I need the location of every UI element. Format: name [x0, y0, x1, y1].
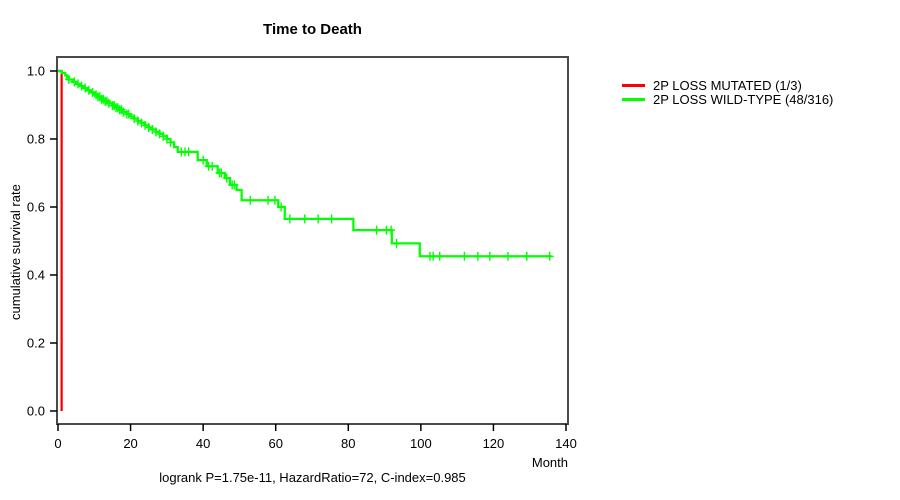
legend-item-wildtype: 2P LOSS WILD-TYPE (48/316)	[622, 91, 834, 107]
y-tick-label: 0.2	[27, 336, 45, 351]
y-tick-label: 0.4	[27, 268, 45, 283]
legend-line-swatch-wildtype	[622, 97, 645, 101]
x-tick-label: 120	[483, 436, 505, 451]
survival-curve-mutated	[58, 69, 63, 411]
censor-marks-wild-type	[64, 75, 554, 261]
plot-frame	[56, 56, 569, 425]
chart-title: Time to Death	[263, 21, 362, 38]
y-tick-label: 0.0	[27, 404, 45, 419]
legend: 2P LOSS MUTATED (1/3) 2P LOSS WILD-TYPE …	[622, 77, 834, 107]
x-tick-label: 80	[341, 436, 355, 451]
y-tick-label: 0.8	[27, 132, 45, 147]
y-tick-label: 0.6	[27, 200, 45, 215]
x-axis-label: Month	[531, 455, 568, 470]
legend-label-mutated: 2P LOSS MUTATED (1/3)	[653, 77, 802, 93]
legend-label-wildtype: 2P LOSS WILD-TYPE (48/316)	[653, 91, 834, 107]
x-tick-label: 0	[54, 436, 61, 451]
x-tick-label: 40	[196, 436, 210, 451]
x-tick-label: 20	[123, 436, 137, 451]
x-tick-label: 60	[268, 436, 282, 451]
y-tick-label: 1.0	[27, 64, 45, 79]
x-tick-label: 140	[555, 436, 577, 451]
legend-item-mutated: 2P LOSS MUTATED (1/3)	[622, 77, 833, 93]
stats-footer: logrank P=1.75e-11, HazardRatio=72, C-in…	[159, 470, 466, 485]
legend-line-swatch-mutated	[622, 83, 645, 87]
survival-curve-wild-type	[58, 69, 552, 258]
x-tick-label: 100	[410, 436, 432, 451]
